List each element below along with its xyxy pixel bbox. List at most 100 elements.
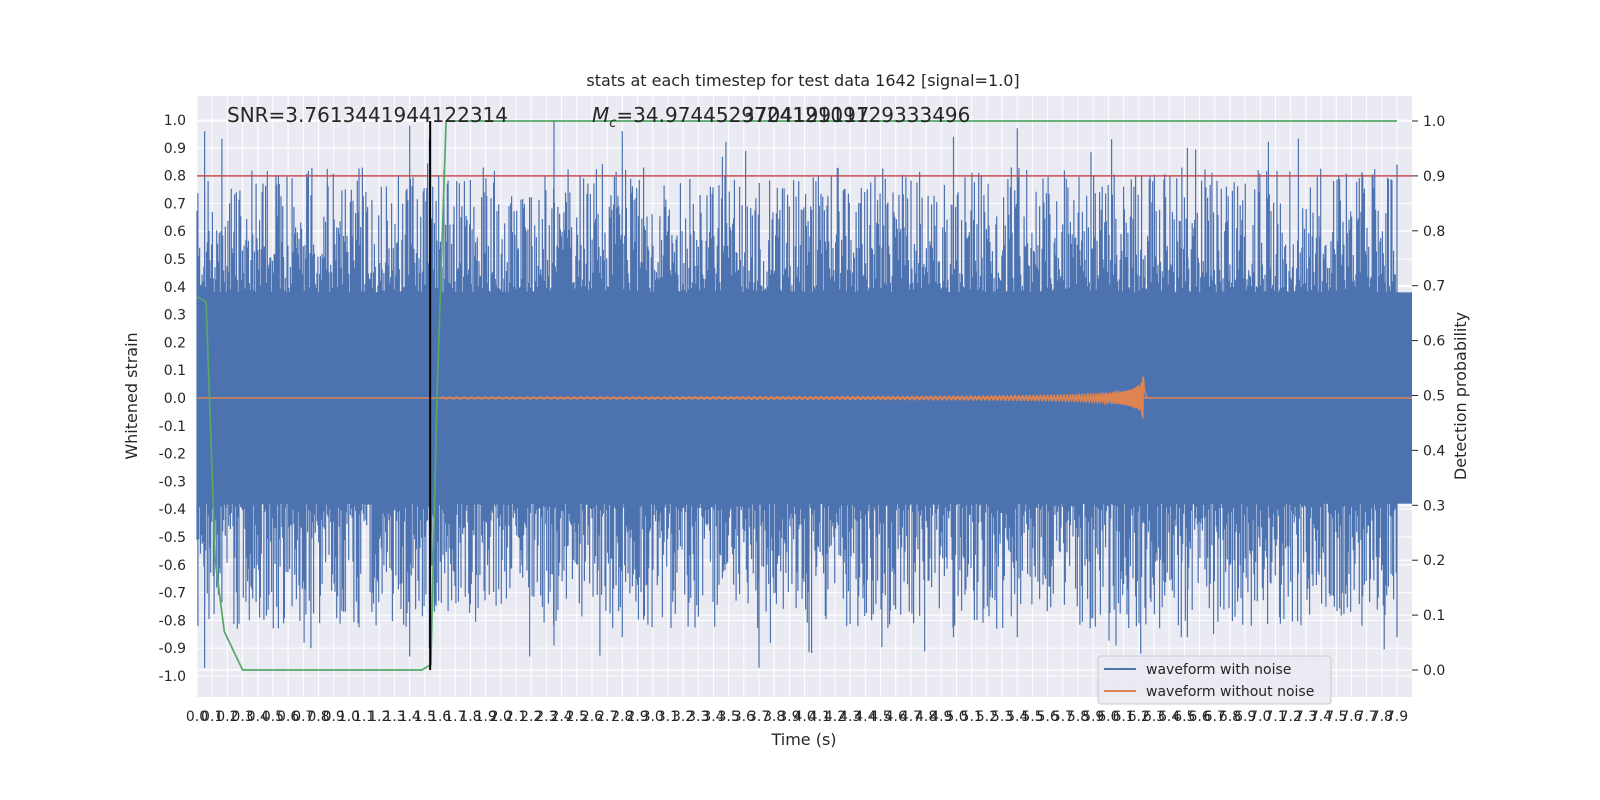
x-tick-label: 5.7 bbox=[1052, 709, 1074, 725]
y-tick-label: -0.2 bbox=[159, 447, 186, 463]
x-tick-label: 4.0 bbox=[793, 709, 815, 725]
mc-subscript: c bbox=[609, 116, 616, 131]
x-tick-label: 6.9 bbox=[1234, 709, 1256, 725]
x-tick-label: 7.4 bbox=[1310, 709, 1332, 725]
x-tick-label: 3.8 bbox=[763, 709, 785, 725]
mc-value: =34.974452972412109129333496 bbox=[616, 103, 970, 127]
mc-overlap-annotation: 3704199117 bbox=[742, 103, 869, 127]
x-tick-label: 1.2 bbox=[368, 709, 390, 725]
x-tick-label: 4.2 bbox=[824, 709, 846, 725]
x-tick-label: 4.7 bbox=[900, 709, 922, 725]
legend-box bbox=[1097, 655, 1332, 705]
y-tick-label: 1.0 bbox=[164, 113, 186, 129]
right-y-tick-label: 0.3 bbox=[1423, 498, 1445, 514]
x-tick-label: 3.3 bbox=[687, 709, 709, 725]
x-tick-label: 4.4 bbox=[854, 709, 876, 725]
y-tick-label: -0.6 bbox=[159, 558, 186, 574]
x-tick-labels: 0.00.10.20.30.40.50.60.70.80.91.01.11.21… bbox=[186, 709, 1408, 725]
x-tick-label: 6.6 bbox=[1188, 709, 1210, 725]
right-y-tick-labels: 0.0 0.1 0.2 0.3 0.4 0.5 0.6 0.7 0.8 0.9 1.0 bbox=[1412, 114, 1445, 679]
snr-annotation: SNR=3.7613441944122314 bbox=[227, 103, 508, 127]
x-tick-label: 5.2 bbox=[976, 709, 998, 725]
x-tick-label: 6.1 bbox=[1112, 709, 1134, 725]
series-waveform-without-noise bbox=[197, 376, 1412, 419]
x-tick-label: 7.1 bbox=[1264, 709, 1286, 725]
right-y-tick-label: 1.0 bbox=[1423, 114, 1445, 130]
x-tick-label: 6.3 bbox=[1143, 709, 1165, 725]
x-tick-label: 6.5 bbox=[1173, 709, 1195, 725]
x-tick-label: 1.0 bbox=[338, 709, 360, 725]
x-tick-label: 6.2 bbox=[1128, 709, 1150, 725]
x-tick-label: 4.6 bbox=[885, 709, 907, 725]
x-tick-label: 6.0 bbox=[1097, 709, 1119, 725]
right-y-tick-label: 0.5 bbox=[1423, 389, 1445, 405]
y-tick-label: 0.7 bbox=[164, 196, 186, 212]
right-y-tick-label: 0.8 bbox=[1423, 224, 1445, 240]
chart-title: stats at each timestep for test data 164… bbox=[586, 71, 1019, 90]
x-tick-label: 5.4 bbox=[1006, 709, 1028, 725]
x-tick-label: 5.1 bbox=[961, 709, 983, 725]
right-y-tick-label: 0.9 bbox=[1423, 169, 1445, 185]
x-tick-label: 2.4 bbox=[550, 709, 572, 725]
x-tick-label: 0.4 bbox=[247, 709, 269, 725]
x-tick-label: 2.7 bbox=[596, 709, 618, 725]
x-tick-label: 1.5 bbox=[414, 709, 436, 725]
x-tick-label: 3.5 bbox=[718, 709, 740, 725]
y-tick-label: 0.4 bbox=[164, 280, 186, 296]
y-axis-label: Whitened strain bbox=[122, 332, 141, 459]
y-tick-label: -0.5 bbox=[159, 530, 186, 546]
right-y-tick-label: 0.7 bbox=[1423, 279, 1445, 295]
legend: waveform with noise waveform without noi… bbox=[1097, 655, 1332, 705]
x-tick-label: 0.8 bbox=[307, 709, 329, 725]
mc-symbol: M bbox=[592, 103, 609, 127]
x-tick-label: 3.0 bbox=[642, 709, 664, 725]
x-tick-label: 0.5 bbox=[262, 709, 284, 725]
x-tick-label: 2.3 bbox=[535, 709, 557, 725]
x-tick-label: 5.6 bbox=[1037, 709, 1059, 725]
x-tick-label: 1.3 bbox=[383, 709, 405, 725]
x-tick-label: 7.8 bbox=[1371, 709, 1393, 725]
x-tick-label: 0.0 bbox=[186, 709, 208, 725]
y-tick-label: -0.3 bbox=[159, 474, 186, 490]
y-tick-label: -0.9 bbox=[159, 641, 186, 657]
y-tick-label: -1.0 bbox=[159, 669, 186, 685]
x-tick-label: 0.2 bbox=[216, 709, 238, 725]
x-tick-label: 4.8 bbox=[915, 709, 937, 725]
x-tick-label: 5.5 bbox=[1021, 709, 1043, 725]
x-tick-label: 5.0 bbox=[945, 709, 967, 725]
x-tick-label: 2.2 bbox=[520, 709, 542, 725]
x-tick-label: 3.2 bbox=[672, 709, 694, 725]
x-tick-label: 2.6 bbox=[581, 709, 603, 725]
x-tick-label: 6.8 bbox=[1219, 709, 1241, 725]
x-tick-label: 1.9 bbox=[474, 709, 496, 725]
x-tick-label: 2.1 bbox=[505, 709, 527, 725]
mc-annotation: Mc=34.974452972412109129333496 bbox=[592, 103, 970, 131]
legend-label-noise: waveform with noise bbox=[1146, 662, 1291, 678]
y-tick-label: -0.8 bbox=[159, 613, 186, 629]
x-tick-label: 7.9 bbox=[1386, 709, 1408, 725]
x-tick-label: 3.9 bbox=[778, 709, 800, 725]
right-y-tick-label: 0.2 bbox=[1423, 553, 1445, 569]
x-tick-label: 1.4 bbox=[399, 709, 421, 725]
x-tick-label: 4.9 bbox=[930, 709, 952, 725]
x-tick-label: 3.6 bbox=[733, 709, 755, 725]
right-y-tick-label: 0.4 bbox=[1423, 443, 1445, 459]
x-tick-label: 1.6 bbox=[429, 709, 451, 725]
right-y-tick-label: 0.0 bbox=[1423, 663, 1445, 679]
x-tick-label: 7.5 bbox=[1325, 709, 1347, 725]
y-tick-label: 0.6 bbox=[164, 224, 186, 240]
x-tick-label: 1.8 bbox=[459, 709, 481, 725]
x-tick-label: 4.1 bbox=[809, 709, 831, 725]
series-detection-probability bbox=[196, 120, 1397, 671]
legend-label-clean: waveform without noise bbox=[1146, 684, 1314, 700]
y-tick-label: -0.4 bbox=[159, 502, 186, 518]
x-tick-label: 2.8 bbox=[611, 709, 633, 725]
x-tick-label: 6.7 bbox=[1204, 709, 1226, 725]
y-tick-label: 0.0 bbox=[164, 391, 186, 407]
x-tick-label: 6.4 bbox=[1158, 709, 1180, 725]
y-tick-label: -0.7 bbox=[159, 586, 186, 602]
x-tick-label: 5.3 bbox=[991, 709, 1013, 725]
y-tick-label: 0.2 bbox=[164, 335, 186, 351]
x-tick-label: 7.6 bbox=[1340, 709, 1362, 725]
y-tick-label: 0.5 bbox=[164, 252, 186, 268]
